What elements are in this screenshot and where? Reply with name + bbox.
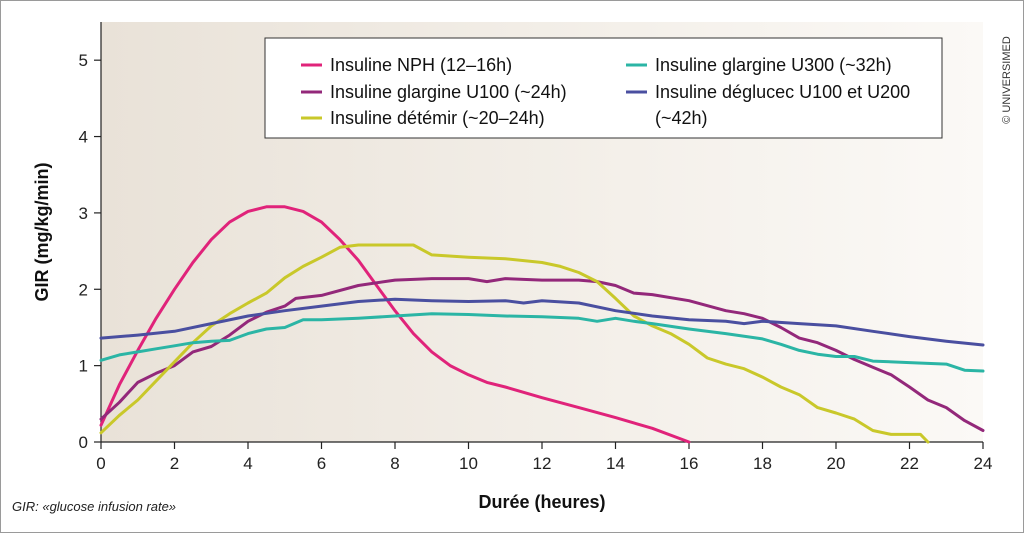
copyright-credit: © UNIVERSIMED [1001, 36, 1013, 124]
legend-label: Insuline NPH (12–16h) [330, 55, 512, 75]
x-tick-label: 14 [606, 454, 625, 473]
legend-label: Insuline glargine U100 (~24h) [330, 82, 567, 102]
x-tick-label: 6 [317, 454, 326, 473]
series-line-4 [99, 297, 985, 347]
x-tick-label: 24 [974, 454, 993, 473]
legend-label: Insuline détémir (~20–24h) [330, 108, 545, 128]
y-tick-label: 5 [79, 51, 88, 70]
series-lines [99, 205, 985, 444]
y-tick-label: 2 [79, 280, 88, 299]
series-line-1 [99, 277, 985, 432]
x-tick-label: 18 [753, 454, 772, 473]
x-axis-title: Durée (heures) [478, 492, 605, 512]
legend: Insuline NPH (12–16h) Insuline glargine … [264, 37, 943, 139]
y-tick-label: 1 [79, 357, 88, 376]
x-tick-label: 22 [900, 454, 919, 473]
legend-label-line: (~42h) [655, 108, 708, 128]
legend-entry-degludec: Insuline déglucec U100 et U200 (~42h) [626, 82, 910, 128]
x-tick-label: 0 [96, 454, 105, 473]
x-tick-label: 4 [243, 454, 252, 473]
series-line-3 [99, 312, 985, 373]
legend-label: Insuline déglucec U100 et U200 (~42h) [655, 82, 910, 128]
legend-entry-glargine-u100: Insuline glargine U100 (~24h) [301, 82, 567, 102]
legend-label: Insuline glargine U300 (~32h) [655, 55, 892, 75]
x-tick-label: 8 [390, 454, 399, 473]
x-tick-label: 10 [459, 454, 478, 473]
legend-entry-glargine-u300: Insuline glargine U300 (~32h) [626, 55, 892, 75]
y-tick-label: 0 [79, 433, 88, 452]
x-tick-label: 2 [170, 454, 179, 473]
footnote: GIR: «glucose infusion rate» [12, 499, 176, 514]
series-line-0 [99, 205, 691, 444]
y-tick-label: 3 [79, 204, 88, 223]
legend-entry-detemir: Insuline détémir (~20–24h) [301, 108, 545, 128]
legend-label-line: Insuline déglucec U100 et U200 [655, 82, 910, 102]
series-line-2 [99, 243, 930, 444]
y-tick-label: 4 [79, 128, 88, 147]
legend-box [264, 37, 943, 139]
x-tick-label: 16 [680, 454, 699, 473]
y-axis-title: GIR (mg/kg/min) [32, 162, 52, 301]
y-ticks: 0 1 2 3 4 5 [79, 51, 101, 452]
x-ticks: 0 2 4 6 8 10 12 14 16 18 20 22 24 [96, 442, 992, 473]
x-tick-label: 20 [827, 454, 846, 473]
legend-entry-npl: Insuline NPH (12–16h) [301, 55, 512, 75]
x-tick-label: 12 [533, 454, 552, 473]
